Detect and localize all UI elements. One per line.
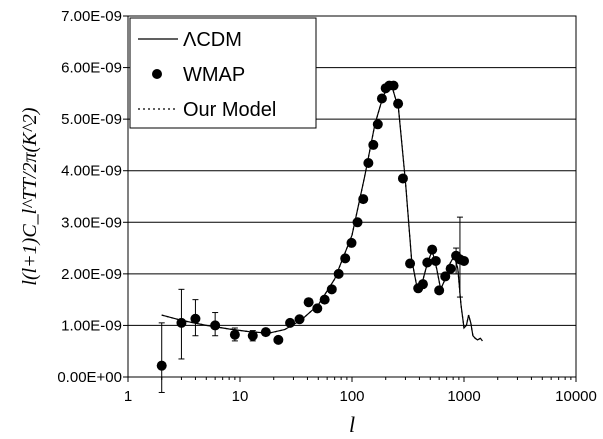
- x-tick-label: 10: [232, 388, 249, 405]
- data-point: [376, 93, 387, 104]
- x-tick-label: 10000: [555, 388, 597, 405]
- data-point: [346, 237, 357, 248]
- y-axis-title: l(l+1)C_l^TT/2π(K^2): [19, 107, 41, 286]
- y-tick-label: 1.00E-09: [61, 317, 122, 334]
- legend-label: WMAP: [183, 64, 245, 86]
- data-point: [210, 320, 221, 331]
- data-point: [397, 173, 408, 184]
- data-point: [303, 297, 314, 308]
- data-point: [156, 360, 167, 371]
- y-tick-label: 7.00E-09: [61, 8, 122, 25]
- data-point: [393, 98, 404, 109]
- data-point: [326, 284, 337, 295]
- data-point: [358, 194, 369, 205]
- y-tick-label: 3.00E-09: [61, 214, 122, 231]
- data-point: [388, 80, 399, 91]
- x-tick-label: 100: [339, 388, 364, 405]
- legend-marker: [152, 69, 162, 79]
- data-point: [190, 313, 201, 324]
- y-tick-label: 0.00E+00: [57, 369, 122, 386]
- y-tick-label: 6.00E-09: [61, 60, 122, 77]
- series-line-Our Model: [161, 86, 483, 342]
- series-layer: [156, 80, 483, 393]
- data-point: [427, 244, 438, 255]
- data-point: [340, 253, 351, 264]
- data-point: [434, 285, 445, 296]
- data-point: [417, 279, 428, 290]
- tick-labels: 0.00E+00 1.00E-09 2.00E-09 3.00E-09 4.00E-09…: [57, 8, 597, 405]
- y-tick-label: 5.00E-09: [61, 111, 122, 128]
- data-point: [176, 317, 187, 328]
- data-point: [368, 139, 379, 150]
- data-point: [352, 217, 363, 228]
- y-tick-label: 4.00E-09: [61, 163, 122, 180]
- plot-area-frame: [127, 15, 577, 378]
- data-point: [294, 314, 305, 325]
- legend: ΛCDM WMAP Our Model: [129, 17, 317, 129]
- data-point: [319, 294, 330, 305]
- data-point: [273, 334, 284, 345]
- data-point: [312, 303, 323, 314]
- data-point: [440, 271, 451, 282]
- data-point: [459, 255, 469, 266]
- data-point: [247, 330, 258, 341]
- y-tick-label: 2.00E-09: [61, 266, 122, 283]
- legend-label: ΛCDM: [183, 29, 242, 51]
- data-point: [445, 263, 456, 274]
- data-point: [285, 317, 296, 328]
- data-point: [363, 157, 374, 168]
- x-tick-label: 1000: [447, 388, 480, 405]
- x-tick-label: 1: [124, 388, 132, 405]
- x-axis-title: l: [349, 412, 355, 437]
- data-point: [430, 255, 441, 266]
- legend-label: Our Model: [183, 99, 276, 121]
- data-point: [372, 119, 383, 130]
- data-point: [229, 329, 240, 340]
- data-point: [405, 258, 416, 269]
- data-point: [333, 268, 344, 279]
- data-point: [260, 327, 271, 338]
